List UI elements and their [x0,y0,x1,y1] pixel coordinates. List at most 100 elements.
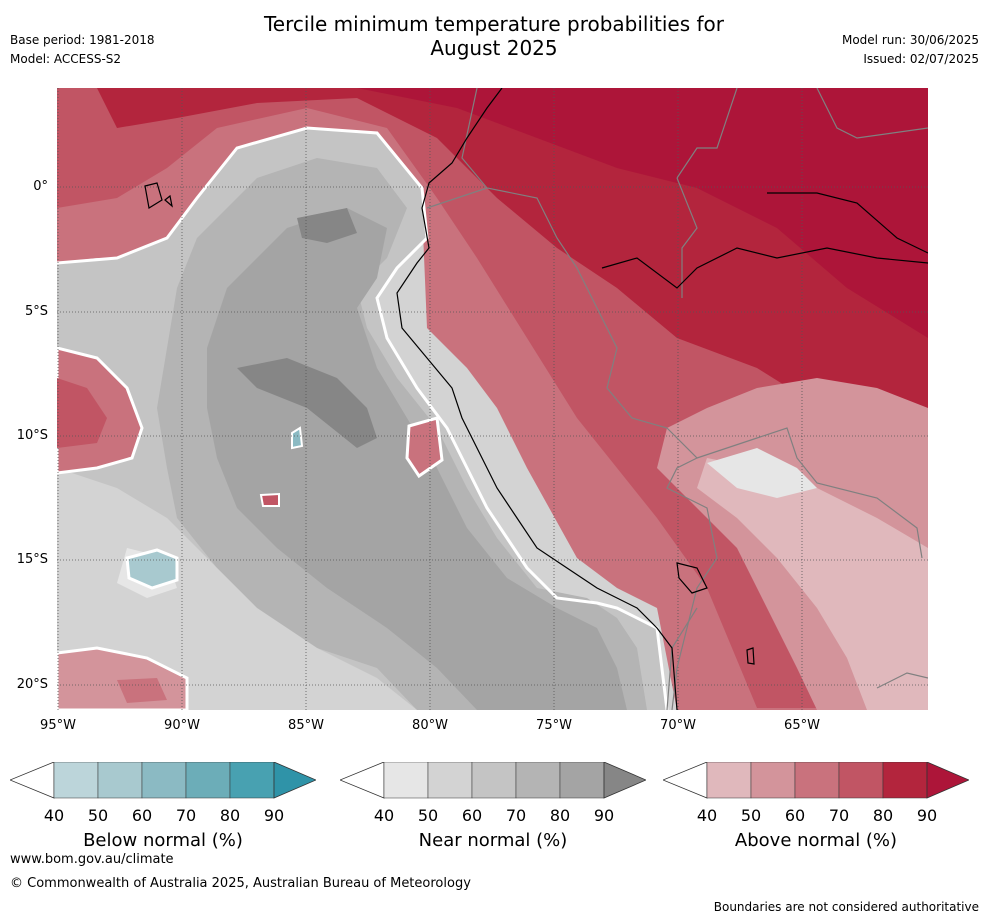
legend-below-normal-tick: 60 [131,806,153,825]
lon-label-70w: 70°W [660,718,696,733]
border-venezuela-guyana [816,88,928,139]
legend-near-normal-lower-arrow [338,761,385,799]
legend-below-normal-lower-arrow [8,761,55,799]
legend-below-normal-swatch-60 [141,761,187,799]
border-ecuador-colombia [426,187,488,209]
lon-label-90w: 90°W [164,718,200,733]
legend-above-normal-tick: 40 [696,806,718,825]
legend-above-normal-tick: 50 [740,806,762,825]
lon-label-85w: 85°W [288,718,324,733]
legend-near-normal-swatch-80 [559,761,605,799]
website-link[interactable]: www.bom.gov.au/climate [10,852,174,867]
legend-near-normal-swatch-40 [383,761,429,799]
legend-above-normal-ticks: 40 50 60 70 80 90 [663,806,969,826]
legend-near-normal: 40 50 60 70 80 90 Near normal (%) [338,761,648,851]
legend-above-normal-tick: 90 [916,806,938,825]
amazon-north-channel [767,192,928,254]
legend-near-normal-ticks: 40 50 60 70 80 90 [340,806,646,826]
above-normal-40-region [697,458,928,710]
legend-near-normal-tick: 40 [373,806,395,825]
lon-label-65w: 65°W [784,718,820,733]
legend-near-normal-bar [338,761,648,799]
legend-above-normal: 40 50 60 70 80 90 Above normal (%) [661,761,971,851]
amazon-river [601,247,928,289]
legend-below-normal-swatch-80 [229,761,275,799]
model-run-text: Model run: 30/06/2025 [841,33,979,47]
legend-near-normal-tick: 60 [461,806,483,825]
legend-above-normal-swatch-70 [838,761,884,799]
issued-text: Issued: 02/07/2025 [863,52,979,66]
legend-below-normal-tick: 70 [175,806,197,825]
legend-below-normal-swatch-70 [185,761,231,799]
copyright-text: © Commonwealth of Australia 2025, Austra… [10,876,471,891]
galapagos-island-b [164,194,173,208]
legend-below-normal-swatch-50 [97,761,143,799]
lon-label-80w: 80°W [412,718,448,733]
near-normal-80-patch-b [237,358,377,448]
legend-below-normal-ticks: 40 50 60 70 80 90 [10,806,316,826]
border-peru-east [461,88,718,710]
legend-below-normal: 40 50 60 70 80 90 Below normal (%) [8,761,318,851]
legend-above-normal-lower-arrow [661,761,708,799]
lat-label-0: 0° [33,179,48,194]
legend-below-normal-tick: 50 [87,806,109,825]
lon-label-75w: 75°W [536,718,572,733]
legend-above-normal-swatch-50 [750,761,796,799]
border-bolivia-brazil [696,427,923,559]
near-normal-boundary [57,126,669,710]
galapagos-island-a [144,182,163,209]
legend-below-normal-tick: 80 [219,806,241,825]
legend-below-normal-bar [8,761,318,799]
above-normal-isolated-patch [405,416,444,479]
legend-near-normal-upper-arrow [603,761,648,799]
legend-above-normal-swatch-40 [706,761,752,799]
disclaimer-text: Boundaries are not considered authoritat… [713,900,979,914]
legend-near-normal-swatch-50 [427,761,473,799]
lat-label-20s: 20°S [16,677,48,692]
legend-near-normal-swatch-60 [471,761,517,799]
legend-below-normal-title: Below normal (%) [83,830,243,851]
border-colombia-venezuela [676,88,738,179]
legend-near-normal-tick: 50 [417,806,439,825]
graticule [57,88,928,710]
below-normal-patch [125,548,179,590]
lon-label-95w: 95°W [40,718,76,733]
legend-near-normal-tick: 70 [505,806,527,825]
legend-above-normal-bar [661,761,971,799]
lake-titicaca [676,562,708,594]
map-title-line2: August 2025 [430,36,558,60]
below-normal-small-patch [291,426,304,450]
legend-above-normal-upper-arrow [926,761,971,799]
legend-above-normal-tick: 70 [828,806,850,825]
lat-label-5s: 5°S [24,304,48,319]
legend-above-normal-swatch-60 [794,761,840,799]
near-normal-pocket-region [707,448,817,498]
legend-above-normal-tick: 60 [784,806,806,825]
pacific-coastline [396,88,678,710]
lat-label-10s: 10°S [16,428,48,443]
map-title-line1: Tercile minimum temperature probabilitie… [263,12,725,36]
legend-near-normal-title: Near normal (%) [418,830,568,851]
probability-map [57,88,928,710]
above-normal-tiny-patch [259,492,280,507]
base-period-text: Base period: 1981-2018 [10,33,155,47]
model-text: Model: ACCESS-S2 [10,52,122,66]
legend-above-normal-tick: 80 [872,806,894,825]
legend-above-normal-swatch-80 [882,761,928,799]
legend-below-normal-swatch-40 [53,761,99,799]
coastline [144,88,928,710]
lat-label-15s: 15°S [16,552,48,567]
map-title: Tercile minimum temperature probabilitie… [0,12,988,60]
legend-below-normal-upper-arrow [273,761,318,799]
legend-above-normal-title: Above normal (%) [734,830,898,851]
west-above-normal-core [57,378,107,448]
near-normal-light-region [57,468,417,710]
lake-poopo [746,647,755,665]
probability-map-svg [57,88,928,710]
southwest-above-normal-core [117,678,167,703]
above-normal-90-region [357,88,928,338]
legend-below-normal-tick: 40 [43,806,65,825]
legend-below-normal-tick: 90 [263,806,285,825]
border-colombia-brazil [676,177,698,298]
legend-near-normal-swatch-70 [515,761,561,799]
